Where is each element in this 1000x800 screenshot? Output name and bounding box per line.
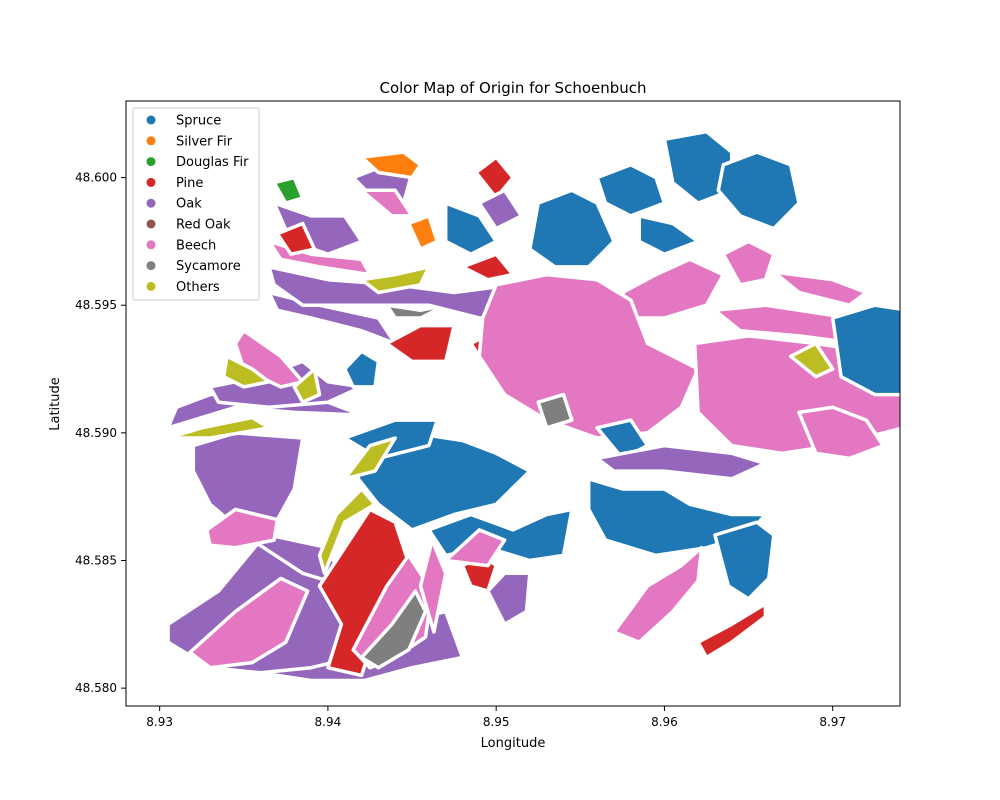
stand-pine bbox=[460, 252, 515, 282]
x-tick-label: 8.96 bbox=[651, 715, 678, 729]
stand-others bbox=[317, 487, 377, 576]
stand-beech bbox=[443, 528, 507, 568]
stand-spruce bbox=[356, 431, 532, 532]
legend-label-pine: Pine bbox=[176, 176, 203, 191]
stand-sycamore bbox=[359, 589, 428, 670]
stand-pine bbox=[474, 155, 515, 200]
stand-spruce bbox=[830, 303, 900, 397]
legend-marker-pine bbox=[146, 177, 156, 187]
stand-beech bbox=[612, 545, 704, 644]
stand-others bbox=[788, 341, 835, 379]
stand-spruce bbox=[595, 418, 650, 461]
x-tick-label: 8.95 bbox=[483, 715, 510, 729]
stand-beech bbox=[188, 576, 310, 670]
legend-box bbox=[132, 107, 260, 301]
stand-others bbox=[221, 354, 271, 389]
plot-area bbox=[166, 129, 900, 683]
stand-oak bbox=[486, 571, 532, 627]
stand-sycamore bbox=[536, 392, 574, 430]
y-tick-label: 48.595 bbox=[75, 298, 117, 312]
stand-spruce bbox=[342, 349, 381, 389]
stand-others bbox=[166, 415, 271, 440]
stand-spruce bbox=[716, 150, 801, 231]
legend-label-sycamore: Sycamore bbox=[176, 259, 241, 274]
legend-label-red-oak: Red Oak bbox=[176, 218, 231, 233]
legend-marker-douglas-fir bbox=[146, 157, 156, 167]
x-tick-label: 8.94 bbox=[315, 715, 342, 729]
legend-label-douglas-fir: Douglas Fir bbox=[176, 155, 249, 170]
legend-label-others: Others bbox=[176, 280, 220, 295]
y-axis-ticks: 48.580 48.585 48.590 48.595 48.600 bbox=[75, 171, 126, 695]
stand-pine bbox=[275, 221, 317, 256]
legend-marker-sycamore bbox=[146, 261, 156, 271]
stand-beech bbox=[205, 507, 280, 550]
chart-title: Color Map of Origin for Schoenbuch bbox=[379, 79, 646, 97]
stand-oak bbox=[595, 443, 768, 481]
x-axis-label: Longitude bbox=[481, 736, 546, 751]
x-axis-ticks: 8.93 8.94 8.95 8.96 8.97 bbox=[146, 706, 846, 729]
stand-pine bbox=[385, 323, 456, 364]
stand-others bbox=[359, 265, 431, 295]
stand-spruce bbox=[595, 163, 667, 218]
y-tick-label: 48.590 bbox=[75, 426, 117, 440]
x-tick-label: 8.97 bbox=[819, 715, 846, 729]
stand-others bbox=[342, 436, 397, 481]
stand-spruce bbox=[713, 520, 776, 601]
stand-beech bbox=[359, 188, 414, 218]
stand-pine bbox=[696, 602, 768, 660]
legend: Spruce Silver Fir Douglas Fir Pine Oak Red Oa… bbox=[132, 107, 260, 301]
y-tick-label: 48.580 bbox=[75, 681, 117, 695]
x-tick-label: 8.93 bbox=[146, 715, 173, 729]
stand-beech bbox=[721, 239, 776, 287]
y-tick-label: 48.600 bbox=[75, 171, 117, 185]
y-tick-label: 48.585 bbox=[75, 553, 117, 567]
stand-douglas-fir bbox=[272, 175, 305, 205]
axes-frame bbox=[125, 100, 901, 707]
stand-beech bbox=[477, 272, 700, 440]
legend-label-beech: Beech bbox=[176, 238, 216, 253]
stand-silver-fir bbox=[359, 150, 423, 180]
legend-marker-silver-fir bbox=[146, 136, 156, 146]
stand-silver-fir bbox=[406, 214, 440, 251]
stand-beech bbox=[797, 405, 885, 461]
stand-spruce bbox=[443, 201, 498, 256]
legend-label-silver-fir: Silver Fir bbox=[176, 134, 233, 149]
stand-beech bbox=[772, 270, 869, 307]
stand-oak bbox=[477, 188, 524, 231]
legend-marker-spruce bbox=[146, 115, 156, 125]
legend-label-oak: Oak bbox=[176, 197, 202, 212]
legend-marker-oak bbox=[146, 198, 156, 208]
y-axis-label: Latitude bbox=[48, 377, 63, 431]
stand-beech bbox=[418, 538, 448, 634]
legend-marker-beech bbox=[146, 240, 156, 250]
legend-marker-others bbox=[146, 281, 156, 291]
stand-others bbox=[292, 367, 322, 404]
legend-label-spruce: Spruce bbox=[176, 114, 221, 129]
stand-sycamore bbox=[385, 303, 448, 320]
stand-spruce bbox=[637, 214, 700, 256]
legend-marker-red-oak bbox=[146, 219, 156, 229]
stand-spruce bbox=[528, 188, 616, 269]
